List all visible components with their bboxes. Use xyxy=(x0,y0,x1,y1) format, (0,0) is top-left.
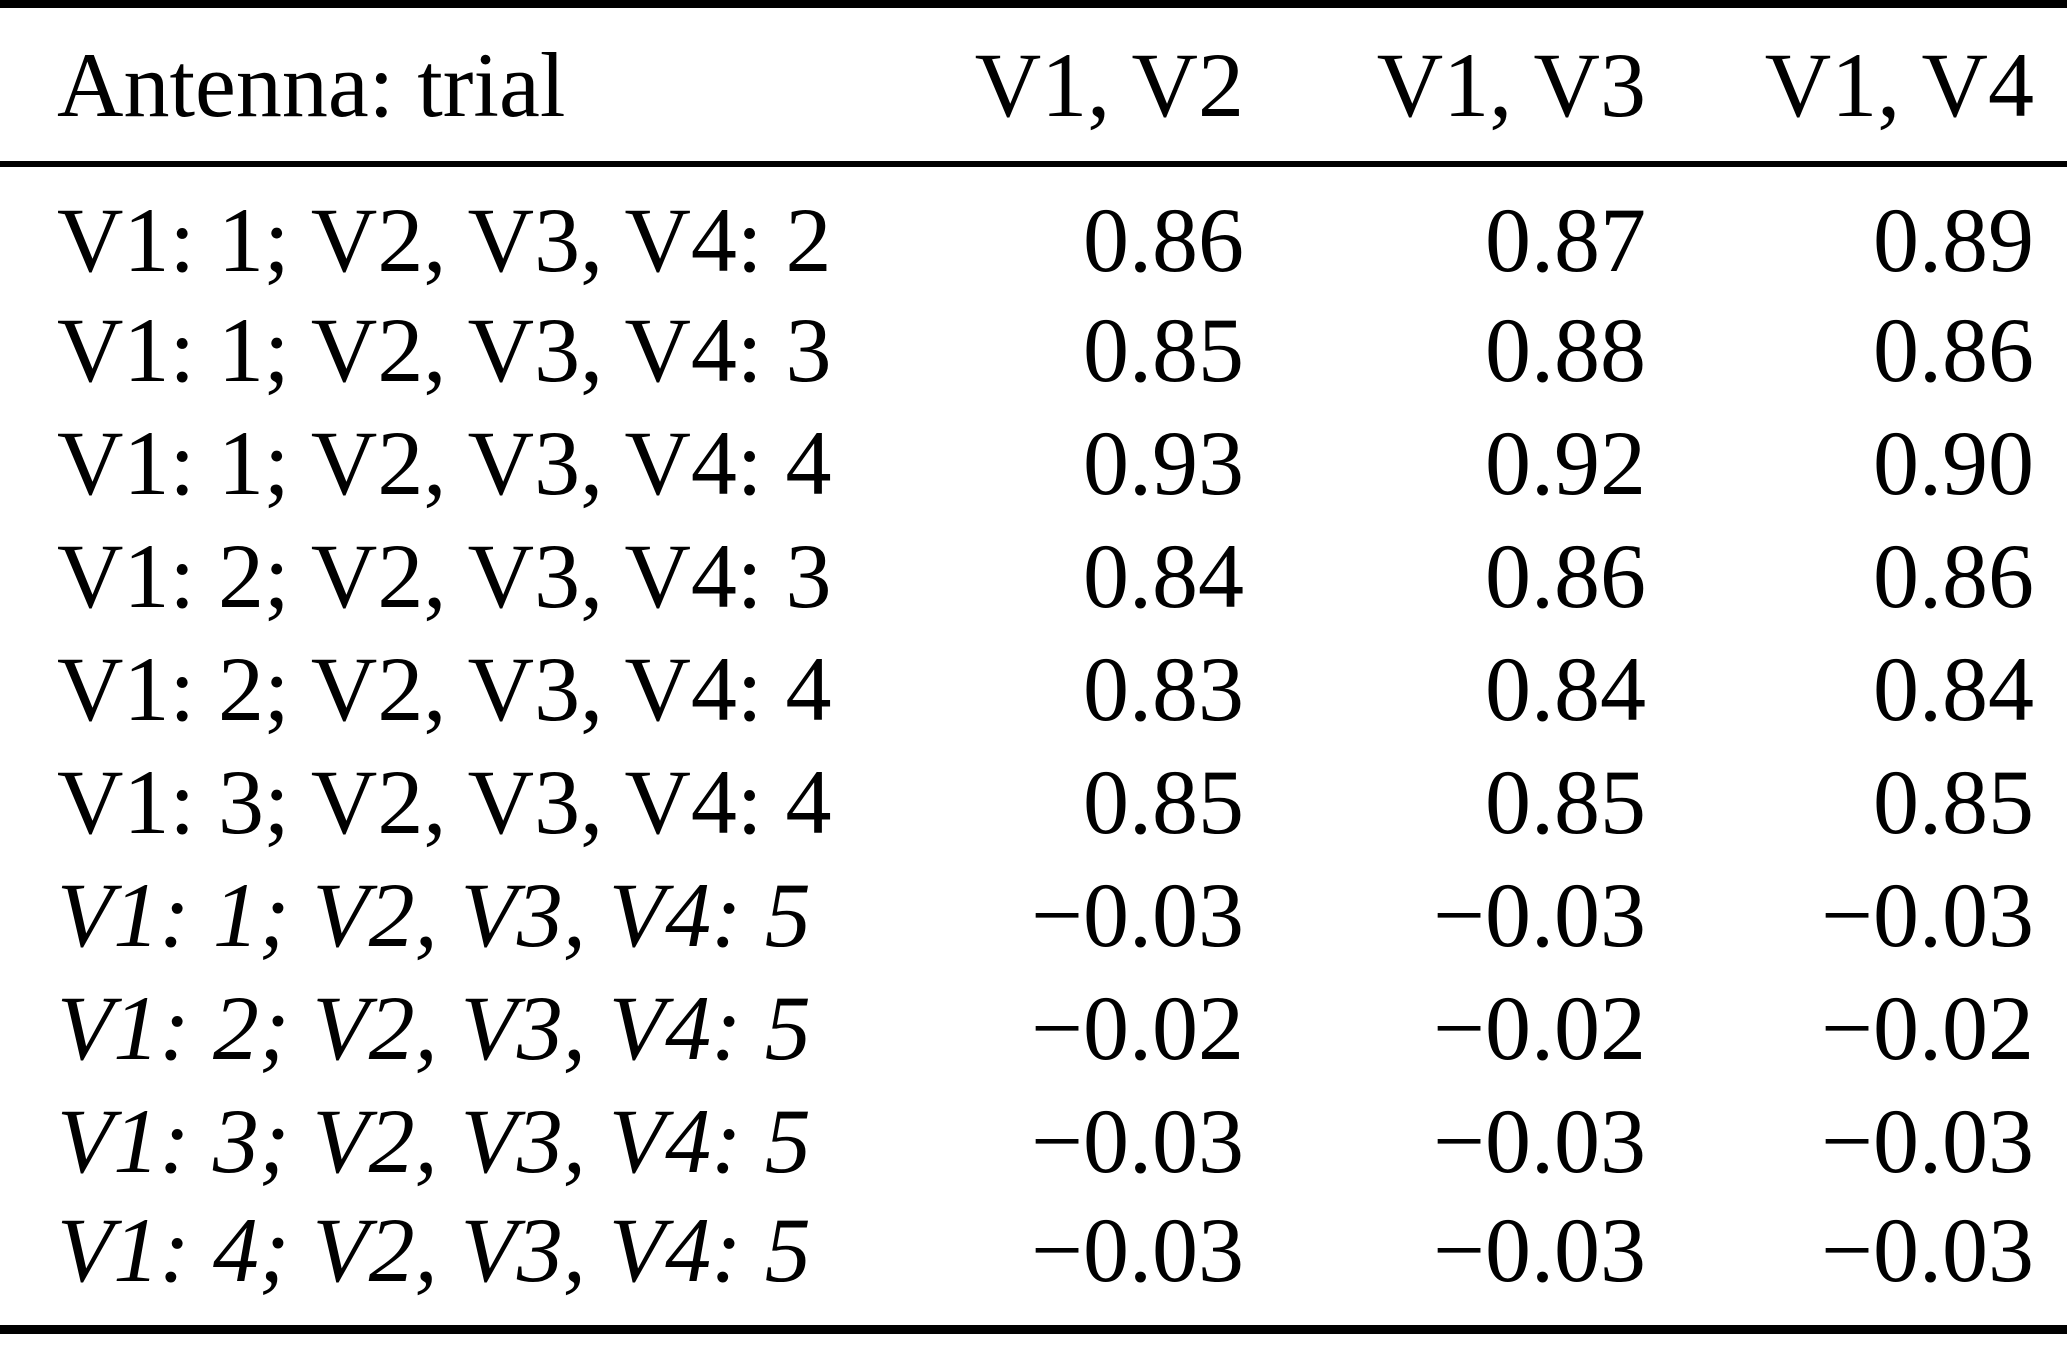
cell-value: 0.84 xyxy=(1083,524,1244,627)
table-row: V1: 3; V2, V3, V4: 4 0.85 0.85 0.85 xyxy=(0,745,2067,858)
cell-value: 0.85 xyxy=(1873,750,2034,853)
cell-value: 0.86 xyxy=(1873,524,2034,627)
table-header: Antenna: trial V1, V2 V1, V3 V1, V4 xyxy=(0,4,2067,164)
cell-value: 0.88 xyxy=(1485,298,1646,401)
row-label: V1: 4; V2, V3, V4: 5 xyxy=(57,1199,811,1301)
cell-value: −0.03 xyxy=(1031,1089,1244,1192)
cell-value: 0.83 xyxy=(1083,637,1244,740)
col-header-v1-v4: V1, V4 xyxy=(1764,33,2034,136)
row-label: V1: 3; V2, V3, V4: 5 xyxy=(57,1089,811,1192)
row-label: V1: 1; V2, V3, V4: 3 xyxy=(57,298,832,401)
row-label: V1: 3; V2, V3, V4: 4 xyxy=(57,750,832,853)
col-header-v1-v3: V1, V3 xyxy=(1376,33,1646,136)
col-header-v1-v2: V1, V2 xyxy=(974,33,1244,136)
cell-value: −0.03 xyxy=(1433,1089,1646,1192)
cell-value: 0.86 xyxy=(1083,189,1244,291)
table-row: V1: 4; V2, V3, V4: 5 −0.03 −0.03 −0.03 xyxy=(0,1197,2067,1330)
cell-value: 0.93 xyxy=(1083,411,1244,514)
table-row: V1: 1; V2, V3, V4: 4 0.93 0.92 0.90 xyxy=(0,406,2067,519)
cell-value: −0.02 xyxy=(1433,976,1646,1079)
row-label: V1: 1; V2, V3, V4: 2 xyxy=(57,189,832,291)
row-label: V1: 1; V2, V3, V4: 5 xyxy=(57,863,811,966)
cell-value: 0.89 xyxy=(1873,189,2034,291)
cell-value: 0.86 xyxy=(1485,524,1646,627)
header-row: Antenna: trial V1, V2 V1, V3 V1, V4 xyxy=(0,4,2067,164)
cell-value: −0.03 xyxy=(1821,1199,2034,1301)
cell-value: −0.03 xyxy=(1433,1199,1646,1301)
cell-value: −0.03 xyxy=(1821,863,2034,966)
cell-value: −0.03 xyxy=(1821,1089,2034,1192)
table-body: V1: 1; V2, V3, V4: 2 0.86 0.87 0.89 V1: … xyxy=(0,164,2067,1330)
table-row: V1: 1; V2, V3, V4: 5 −0.03 −0.03 −0.03 xyxy=(0,858,2067,971)
cell-value: −0.03 xyxy=(1031,1199,1244,1301)
table-row: V1: 2; V2, V3, V4: 5 −0.02 −0.02 −0.02 xyxy=(0,971,2067,1084)
row-label: V1: 2; V2, V3, V4: 3 xyxy=(57,524,832,627)
cell-value: 0.87 xyxy=(1485,189,1646,291)
table-row: V1: 3; V2, V3, V4: 5 −0.03 −0.03 −0.03 xyxy=(0,1084,2067,1197)
row-label: V1: 2; V2, V3, V4: 4 xyxy=(57,637,832,740)
cell-value: 0.85 xyxy=(1083,298,1244,401)
cell-value: −0.02 xyxy=(1031,976,1244,1079)
cell-value: −0.02 xyxy=(1821,976,2034,1079)
table-row: V1: 1; V2, V3, V4: 2 0.86 0.87 0.89 xyxy=(0,164,2067,293)
cell-value: 0.84 xyxy=(1873,637,2034,740)
col-header-antenna-trial: Antenna: trial xyxy=(57,33,566,136)
cell-value: −0.03 xyxy=(1433,863,1646,966)
cell-value: 0.86 xyxy=(1873,298,2034,401)
row-label: V1: 2; V2, V3, V4: 5 xyxy=(57,976,811,1079)
cell-value: 0.85 xyxy=(1083,750,1244,853)
cell-value: 0.84 xyxy=(1485,637,1646,740)
cell-value: 0.90 xyxy=(1873,411,2034,514)
cell-value: −0.03 xyxy=(1031,863,1244,966)
table-row: V1: 1; V2, V3, V4: 3 0.85 0.88 0.86 xyxy=(0,293,2067,406)
cell-value: 0.92 xyxy=(1485,411,1646,514)
cell-value: 0.85 xyxy=(1485,750,1646,853)
row-label: V1: 1; V2, V3, V4: 4 xyxy=(57,411,832,514)
table-row: V1: 2; V2, V3, V4: 3 0.84 0.86 0.86 xyxy=(0,519,2067,632)
table-row: V1: 2; V2, V3, V4: 4 0.83 0.84 0.84 xyxy=(0,632,2067,745)
